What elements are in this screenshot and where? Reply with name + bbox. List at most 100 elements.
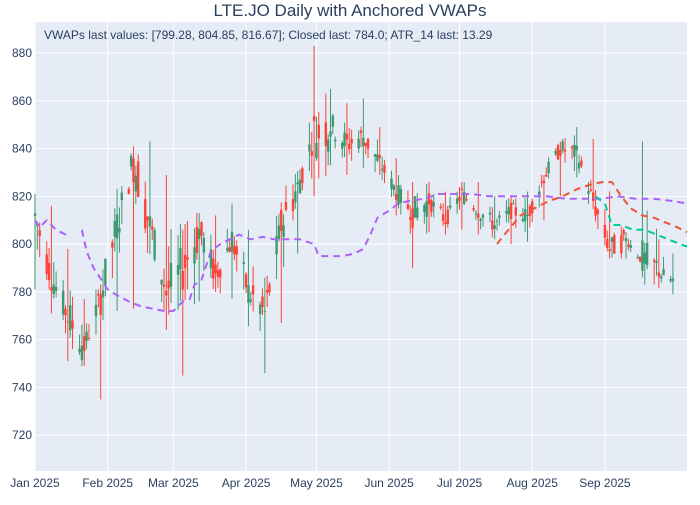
candle-down (409, 205, 412, 234)
candle-down (64, 305, 67, 334)
candle-body (317, 124, 320, 139)
candle-body (87, 338, 91, 340)
candle-body (169, 262, 173, 288)
candle-down (99, 284, 102, 400)
candle-up (448, 196, 452, 211)
candle-up (118, 207, 121, 253)
candle-body (99, 294, 102, 315)
candle-body (226, 248, 229, 251)
candle-up (197, 213, 201, 302)
candle-body (134, 175, 138, 192)
candle-body (249, 299, 252, 302)
candle-body (277, 225, 281, 240)
candle-body (509, 202, 513, 219)
candle-up (134, 165, 138, 205)
candle-up (80, 324, 84, 366)
candle-body (242, 261, 245, 264)
candle-body (458, 196, 461, 201)
candle-down (542, 174, 546, 221)
candle-down (162, 268, 166, 311)
candle-body (589, 189, 593, 191)
candle-body (638, 256, 642, 262)
candle-down (364, 142, 367, 155)
candle-down (472, 205, 475, 212)
candle-body (507, 207, 510, 215)
candle-body (512, 203, 515, 205)
candle-body (167, 280, 170, 289)
candle-body (657, 272, 661, 278)
candle-up (294, 173, 297, 209)
candle-down (540, 174, 543, 188)
candle-body (280, 210, 283, 231)
candle-down (657, 239, 661, 289)
candle-down (627, 238, 630, 251)
y-tick-label: 740 (12, 380, 32, 394)
candle-up (326, 134, 330, 166)
candle-body (301, 168, 304, 184)
candle-down (491, 207, 494, 238)
candle-body (341, 142, 344, 149)
candle-body (521, 218, 525, 221)
x-tick-label: Jul 2025 (437, 476, 483, 490)
candle-up (120, 186, 123, 225)
candle-down (411, 182, 414, 268)
candle-body (540, 181, 543, 183)
candle-up (78, 334, 81, 356)
candle-down (146, 216, 149, 253)
candle-body (343, 132, 346, 147)
candle-body (265, 289, 269, 293)
candle-up (575, 127, 578, 178)
candle-down (167, 246, 170, 315)
candle-body (392, 185, 396, 191)
candle-body (331, 115, 335, 127)
candle-body (263, 311, 267, 313)
candle-up (481, 213, 485, 227)
candle-body (526, 214, 529, 216)
candle-up (390, 170, 393, 197)
candle-down (301, 166, 304, 191)
candle-up (498, 211, 501, 226)
candle-down (165, 174, 168, 330)
candle-body (228, 246, 231, 252)
candle-body (329, 131, 332, 137)
candle-up (671, 253, 675, 295)
candle-body (357, 138, 360, 149)
candle-body (610, 237, 614, 243)
candle-body (491, 220, 494, 230)
candle-body (606, 239, 609, 249)
candle-up (258, 301, 262, 332)
candle-down (559, 141, 562, 197)
candle-down (251, 266, 255, 312)
vwap-line-1 (80, 193, 688, 312)
candle-body (636, 257, 639, 259)
candle-body (643, 252, 646, 264)
candle-body (144, 199, 147, 229)
candle-body (38, 230, 41, 237)
candle-body (345, 134, 349, 140)
candle-up (662, 256, 665, 276)
candle-body (528, 205, 532, 216)
candle-up (577, 154, 581, 174)
candle-up (193, 228, 196, 304)
candle-body (275, 236, 278, 255)
candle-up (242, 251, 245, 290)
candle-body (115, 214, 119, 239)
candle-body (542, 180, 546, 184)
candle-up (308, 122, 311, 172)
candle-up (512, 199, 515, 205)
candle-body (127, 189, 131, 194)
candle-up (547, 157, 550, 179)
candle-up (104, 258, 107, 297)
candle-body (104, 258, 107, 286)
candle-down (622, 228, 625, 241)
candle-down (596, 207, 600, 230)
candle-body (94, 304, 98, 317)
candle-down (591, 139, 595, 210)
candle-body (413, 196, 417, 218)
candle-down (477, 182, 480, 235)
candle-up (373, 153, 377, 173)
candle-up (169, 229, 173, 303)
candle-body (373, 154, 377, 157)
candle-body (587, 191, 590, 194)
candle-body (195, 227, 199, 253)
